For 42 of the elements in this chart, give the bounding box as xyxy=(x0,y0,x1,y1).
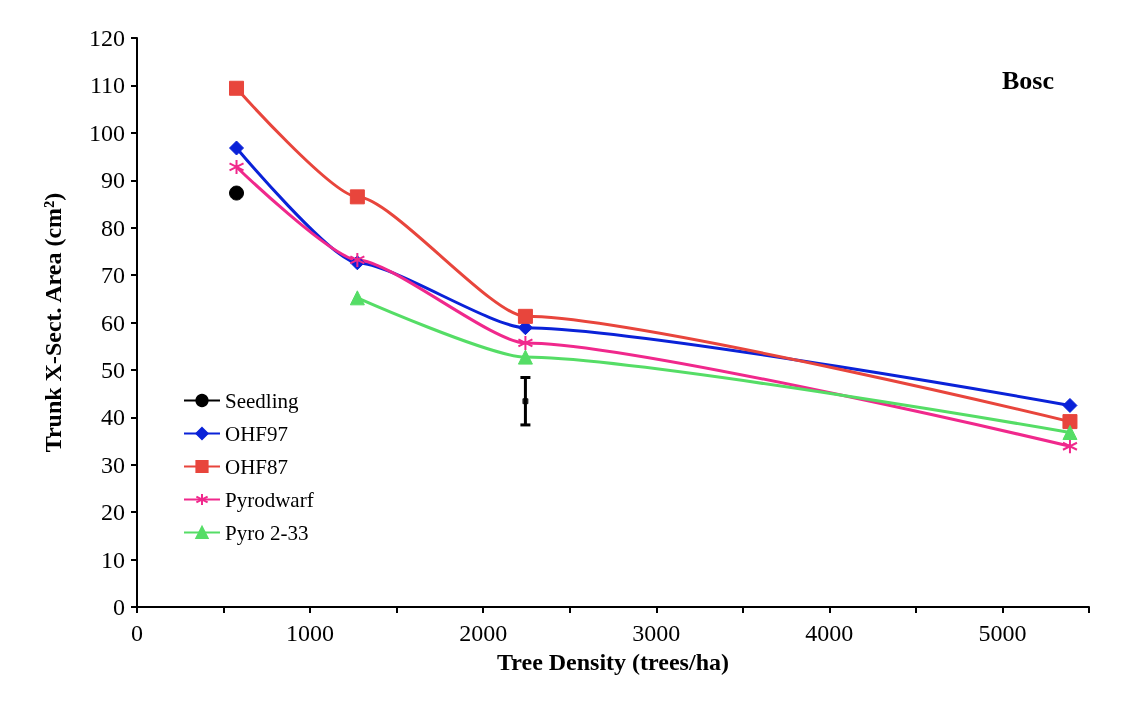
point xyxy=(517,349,533,365)
point xyxy=(229,80,245,96)
point xyxy=(1061,438,1078,455)
y-tick-label: 10 xyxy=(101,546,125,573)
y-tick-label: 50 xyxy=(101,356,125,383)
legend-label: Pyrodwarf xyxy=(225,487,314,512)
y-tick-label: 80 xyxy=(101,214,125,241)
point xyxy=(228,158,245,175)
point xyxy=(229,140,245,156)
y-axis-title: Trunk X-Sect. Area (cm²) xyxy=(40,192,66,453)
legend-label: Seedling xyxy=(225,388,299,413)
point xyxy=(1062,397,1078,413)
point xyxy=(517,334,534,351)
point xyxy=(1062,425,1078,441)
point xyxy=(349,251,366,268)
x-tick-label: 2000 xyxy=(459,620,508,646)
y-tick-label: 40 xyxy=(101,404,125,431)
y-tick-label: 100 xyxy=(89,119,125,146)
point xyxy=(1062,414,1078,430)
x-tick-label: 4000 xyxy=(805,620,854,646)
x-tick-label: 0 xyxy=(131,620,143,646)
x-axis-title: Tree Density (trees/ha) xyxy=(497,648,729,675)
point xyxy=(517,308,533,324)
x-tick-label: 3000 xyxy=(632,620,681,646)
y-tick-label: 60 xyxy=(101,309,125,336)
point xyxy=(229,185,245,201)
legend-label: Pyro 2-33 xyxy=(225,520,309,545)
point xyxy=(349,290,365,306)
text: Bosc xyxy=(1002,65,1054,95)
point xyxy=(522,398,529,405)
legend-label: OHF87 xyxy=(225,454,289,479)
point xyxy=(349,189,365,205)
x-tick-label: 5000 xyxy=(978,620,1027,646)
y-tick-label: 20 xyxy=(101,499,125,526)
y-tick-label: 110 xyxy=(89,72,125,99)
y-tick-label: 70 xyxy=(101,262,125,289)
legend-label: OHF97 xyxy=(225,421,289,446)
x-tick-label: 1000 xyxy=(286,620,335,646)
y-tick-label: 90 xyxy=(101,167,125,194)
y-tick-label: 0 xyxy=(113,594,125,620)
y-tick-label: 120 xyxy=(89,25,125,51)
y-tick-label: 30 xyxy=(101,451,125,478)
